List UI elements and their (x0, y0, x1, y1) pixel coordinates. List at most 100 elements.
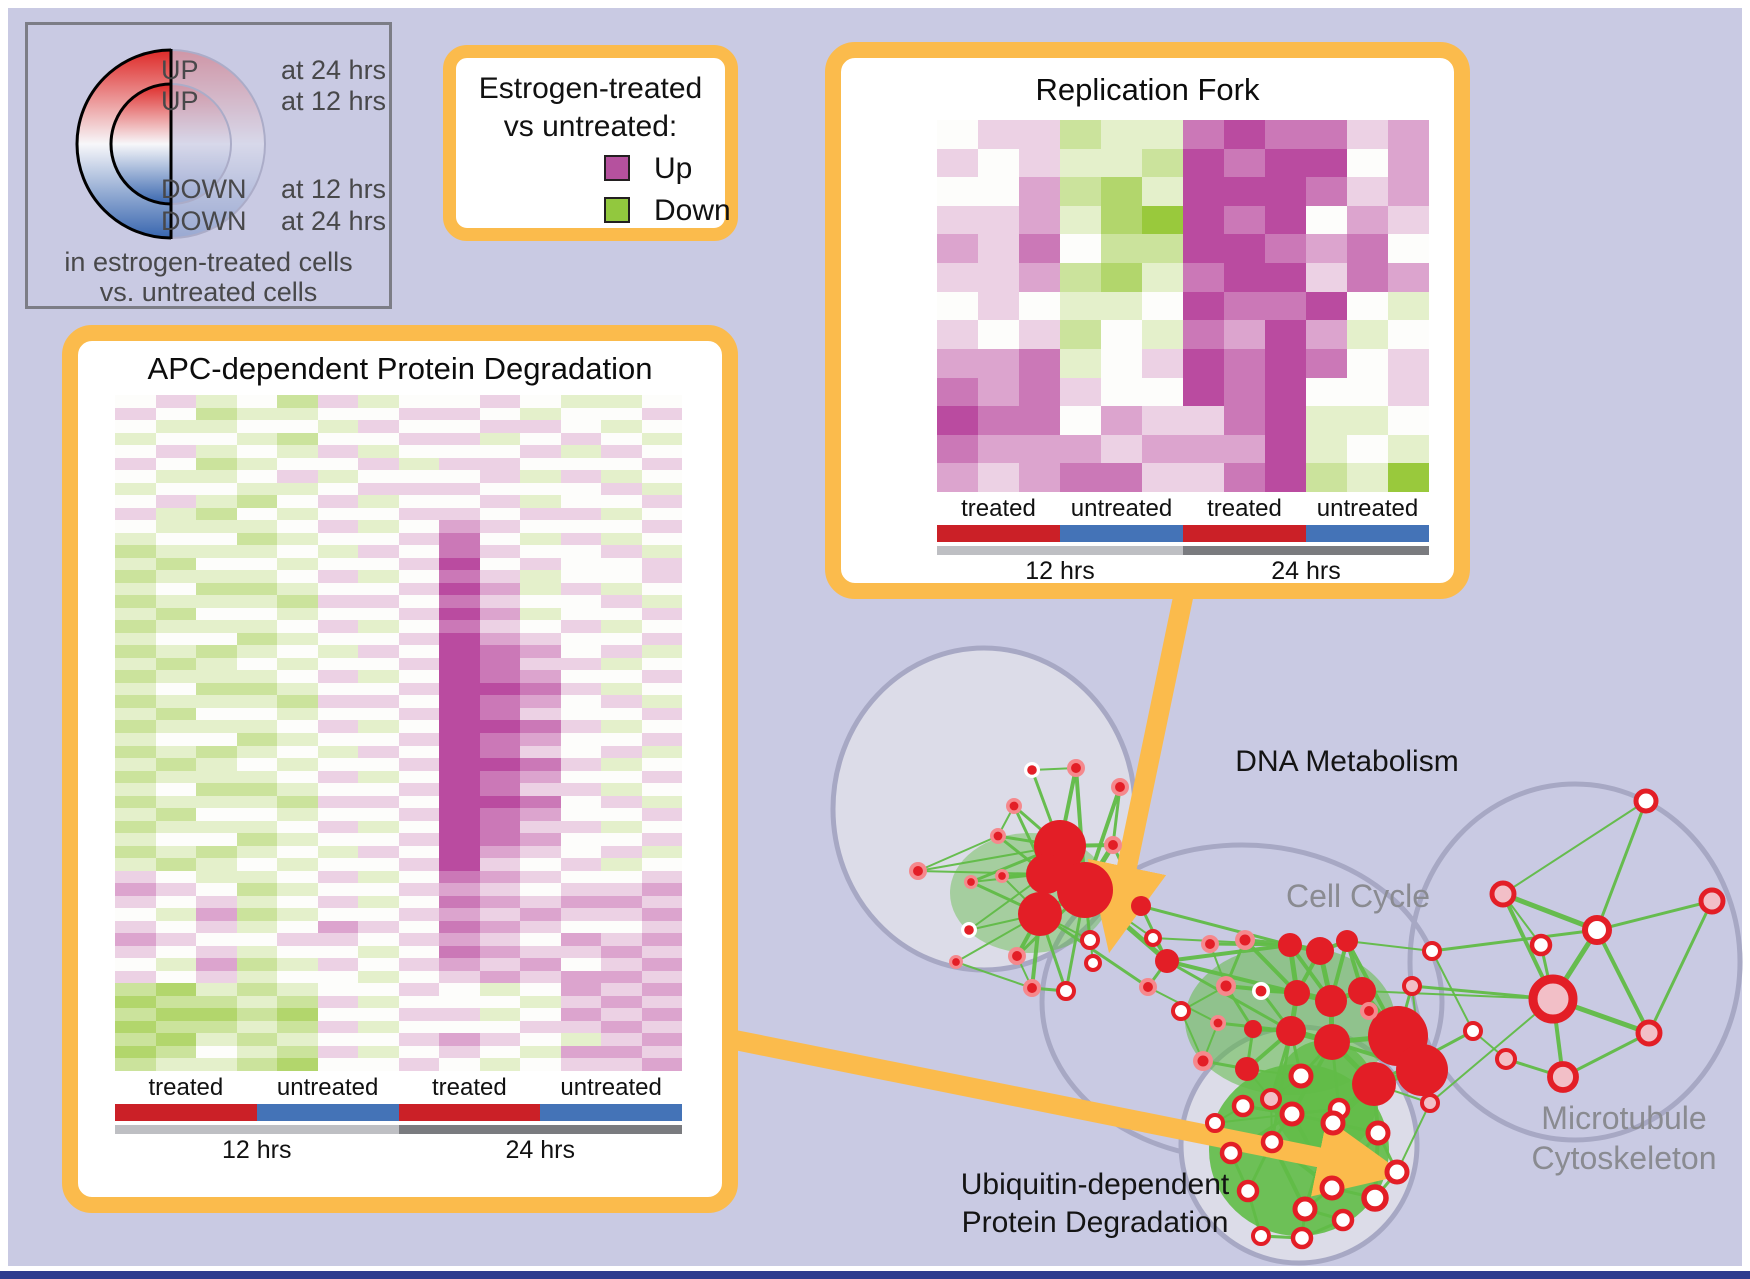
heatmap-cell (479, 858, 520, 871)
heatmap-cell (358, 420, 399, 433)
heatmap-cell (398, 945, 439, 959)
heatmap-cell (236, 933, 277, 946)
heatmap-cell (155, 470, 196, 483)
heatmap-cell (277, 720, 318, 733)
heatmap-cell (1306, 406, 1347, 435)
heatmap-cell (520, 607, 561, 621)
heatmap-cell (358, 920, 399, 934)
heatmap-cell (1224, 291, 1265, 321)
heatmap-cell (317, 858, 358, 871)
heatmap-cell (317, 1058, 358, 1071)
heatmap-cell (358, 770, 399, 784)
cluster-label-cell-cycle: Cell Cycle (1208, 876, 1508, 916)
heatmap-cell (317, 1020, 358, 1034)
heatmap-cell (479, 833, 520, 846)
heatmap-cell (358, 470, 399, 483)
heatmap-cell (937, 148, 978, 178)
down-color-swatch (604, 197, 630, 223)
heatmap-cell (601, 758, 642, 771)
heatmap-cell (277, 808, 318, 821)
heatmap-cell (115, 682, 156, 696)
condition-label: treated (1207, 495, 1282, 522)
heatmap-cell (196, 958, 237, 971)
heatmap-cell (520, 507, 561, 521)
heatmap-cell (641, 482, 682, 496)
heatmap-cell (641, 895, 682, 909)
heatmap-cell (520, 682, 561, 696)
heatmap-cell (277, 820, 318, 834)
heatmap-cell (155, 1033, 196, 1046)
heatmap-cell (1306, 263, 1347, 292)
heatmap-cell (196, 532, 237, 546)
heatmap-cell (115, 482, 156, 496)
heatmap-cell (317, 1033, 358, 1046)
heatmap-cell (398, 557, 439, 571)
heatmap-cell (236, 595, 277, 608)
cluster-label-microtubule-cytoskeleton: Microtubule Cytoskeleton (1474, 1098, 1750, 1178)
heatmap-cell (479, 908, 520, 921)
heatmap-cell (317, 395, 358, 408)
heatmap-cell (1142, 177, 1183, 206)
heatmap-cell (560, 895, 601, 909)
heatmap-cell (115, 845, 156, 859)
heatmap-cell (155, 945, 196, 959)
timepoint-labels: 12 hrs 24 hrs (115, 1136, 682, 1165)
heatmap-cell (196, 495, 237, 508)
heatmap-cell (277, 1020, 318, 1034)
heatmap-cell (1183, 120, 1224, 149)
untreated-bar (256, 1104, 399, 1121)
heatmap-cell (1019, 406, 1060, 435)
heatmap-cell (601, 520, 642, 533)
heatmap-cell (1388, 205, 1429, 235)
heatmap-cell (1388, 348, 1429, 378)
heatmap-cell (236, 970, 277, 984)
condition-label: treated (432, 1074, 507, 1101)
heatmap-cell (196, 582, 237, 596)
heatmap-cell (1265, 148, 1306, 178)
heatmap-cell (520, 595, 561, 608)
heatmap-cell (641, 820, 682, 834)
heatmap-cell (155, 833, 196, 846)
heatmap-cell (1388, 120, 1429, 149)
heatmap-cell (520, 820, 561, 834)
heatmap-cell (520, 670, 561, 683)
heatmap-cell (439, 670, 480, 683)
heatmap-cell (155, 983, 196, 996)
heatmap-cell (601, 895, 642, 909)
condition-color-bars (937, 525, 1429, 542)
heatmap-cell (358, 407, 399, 421)
heatmap-cell (358, 620, 399, 633)
heatmap-cell (398, 732, 439, 746)
heatmap-cell (1224, 463, 1265, 492)
heatmap-cell (1183, 148, 1224, 178)
heatmap-cell (358, 858, 399, 871)
heatmap-cell (115, 520, 156, 533)
heatmap-cell (398, 570, 439, 583)
heatmap-cell (560, 758, 601, 771)
heatmap-cell (520, 783, 561, 796)
heatmap-cell (277, 557, 318, 571)
heatmap-cell (358, 1008, 399, 1021)
heatmap-cell (937, 120, 978, 149)
heatmap-cell (641, 495, 682, 508)
ring-legend-row: DOWN at 12 hrs (161, 174, 386, 205)
heatmap-cell (439, 495, 480, 508)
heatmap-cell (317, 783, 358, 796)
heatmap-cell (439, 983, 480, 996)
heatmap-cell (479, 482, 520, 496)
heatmap-cell (601, 820, 642, 834)
heatmap-cell (601, 983, 642, 996)
heatmap-cell (520, 570, 561, 583)
heatmap-cell (196, 657, 237, 671)
heatmap-cell (937, 291, 978, 321)
heatmap-cell (479, 895, 520, 909)
heatmap-cell (1142, 434, 1183, 464)
heatmap-cell (1347, 463, 1388, 492)
heatmap-cell (236, 607, 277, 621)
heatmap-cell (641, 520, 682, 533)
heatmap-cell (398, 682, 439, 696)
heatmap-cell (601, 395, 642, 408)
heatmap-cell (560, 1033, 601, 1046)
heatmap-cell (641, 470, 682, 483)
